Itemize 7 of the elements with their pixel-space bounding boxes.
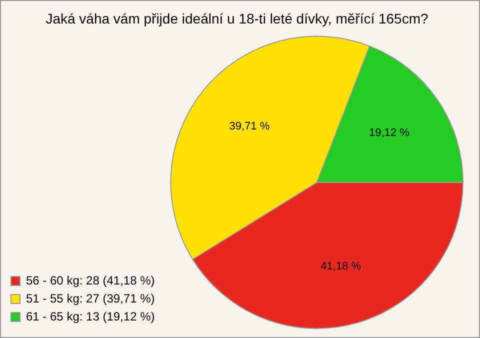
data-label: 19,12 % [369, 126, 410, 139]
data-label: 41,18 % [320, 260, 362, 273]
legend-label: 51 - 55 kg: 27 (39,71 %) [26, 291, 155, 306]
data-label: 39,71 % [229, 120, 270, 132]
legend-label: 56 - 60 kg: 28 (41,18 %) [26, 273, 155, 288]
legend-label: 61 - 65 kg: 13 (19,12 %) [26, 309, 155, 324]
chart-title: Jaká váha vám přijde ideální u 18-ti leté dívky, měřící 165cm? [46, 10, 429, 26]
